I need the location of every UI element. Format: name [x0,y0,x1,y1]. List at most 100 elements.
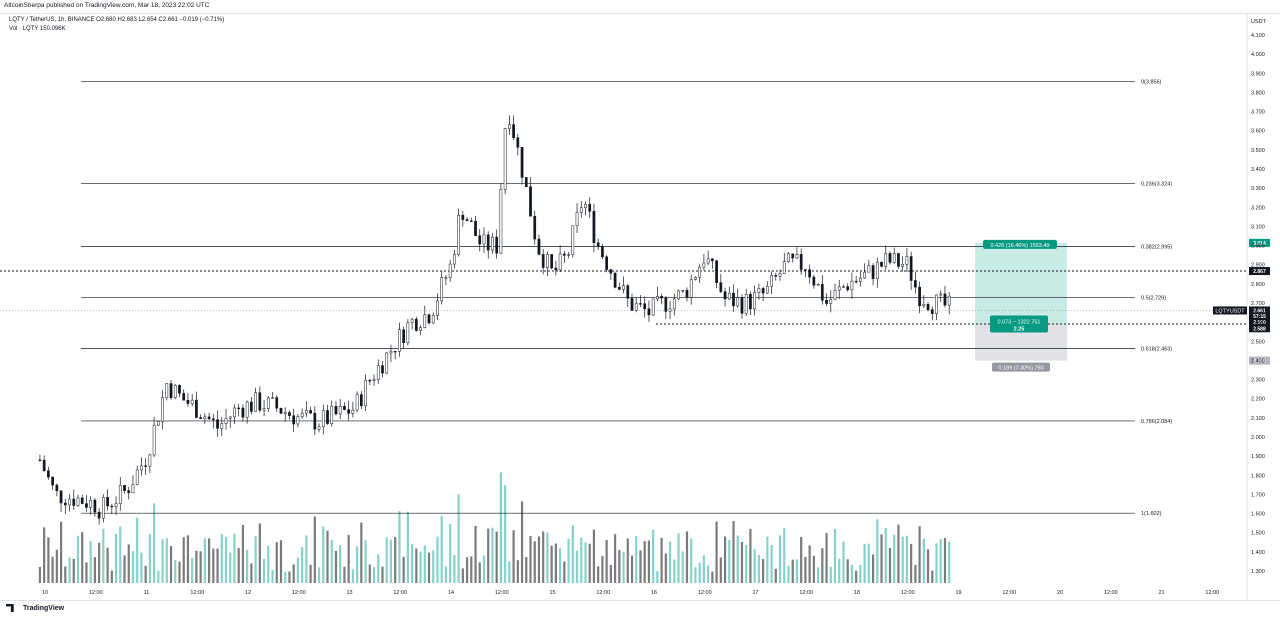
volume-bar [656,571,659,583]
volume-bar [567,538,570,583]
candle-body [935,294,938,314]
candle-body [436,300,439,316]
candle-body [833,289,837,300]
price-axis-badge-label: 2.399 [1253,359,1266,365]
candle-body [309,410,312,414]
candle-body [423,314,427,328]
price-axis-badge-label: 57:15 [1253,314,1266,320]
candle-body [59,490,63,504]
x-tick-label: 10 [42,590,48,596]
x-tick-label: 12:00 [698,590,712,596]
candle-body [89,499,93,508]
volume-bar [258,523,261,583]
candle-body [262,408,266,411]
stop-badge-label: 0.189 (7.30%) 750 [998,366,1043,372]
candle-body [770,275,773,287]
candle-body [846,286,850,291]
candle-body [740,297,744,314]
tradingview-logo[interactable]: TradingView [6,604,64,612]
volume-bar [677,533,680,583]
volume-bar [174,560,177,583]
volume-bar [457,494,460,583]
candle-body [694,277,697,280]
volume-bar [893,534,896,583]
y-tick-label: 3.700 [1251,110,1265,116]
volume-bar [474,525,477,583]
y-tick-label: 2.800 [1251,282,1265,288]
candle-body [837,286,841,291]
volume-bar [47,537,50,583]
candle-body [592,211,596,244]
volume-bar [491,527,494,583]
x-tick-label: 12:00 [1002,590,1016,596]
y-tick-label: 3.400 [1251,167,1265,173]
y-tick-label: 4.100 [1251,33,1265,39]
fib-label: 0.618(2.463) [1141,346,1172,352]
volume-bar [279,540,283,583]
fib-retracement[interactable]: 0(3.856) 0.236(3.324) 0.382(2.995) 0.5(2.72… [81,80,1172,517]
candle-body [550,254,554,269]
y-tick-label: 3.000 [1251,244,1265,250]
y-tick-label: 1.700 [1251,492,1265,498]
price-axis-badge-label: 2.661 [1253,308,1266,314]
candle-body [300,412,304,417]
x-tick-label: 14 [448,590,454,596]
y-tick-label: 3.100 [1251,224,1265,230]
volume-bar [127,544,130,583]
y-tick-label: 3.500 [1251,148,1265,154]
candle-body [554,267,558,271]
volume-bar [546,532,549,583]
volume-bar [381,566,384,583]
candle-body [127,490,131,494]
volume-bar [271,570,274,583]
volume-bar [385,537,388,583]
x-tick-label: 20 [1057,590,1063,596]
volume-bar [888,547,892,583]
volume-bar [453,555,456,583]
volume-bar [93,557,97,583]
volume-bar [64,566,67,583]
candle-body [765,286,769,294]
volume-bar [719,557,722,583]
volume-bar [884,527,887,583]
candle-body [643,303,647,310]
candle-body [660,296,663,299]
target-zone[interactable] [975,242,1067,325]
volume-bar [89,541,92,583]
price-axis-badge-label: 3.014 [1253,241,1266,247]
candle-body [376,365,380,380]
time-axis[interactable]: 10 12:00 11 12:00 12 12:00 13 12:00 14 12:00 15 12:… [42,590,1219,596]
volume-bar [461,568,464,583]
candle-body [609,269,613,274]
candle-body [275,397,279,409]
price-axis-badge [1249,306,1270,315]
candle-body [558,253,562,271]
candle-body [474,221,477,236]
volume-bar [81,532,84,583]
x-tick-label: 12:00 [292,590,306,596]
candle-body [330,406,334,424]
volume-bar [220,533,223,583]
volume-bar [195,550,198,583]
volume-bar [233,533,236,583]
candle-body [736,297,740,307]
candle-body [321,410,325,428]
candle-body [97,511,101,519]
volume-bar [770,545,773,583]
candle-body [562,253,566,256]
candle-body [123,485,126,491]
volume-bar [685,531,689,583]
x-tick-label: 12:00 [1205,590,1219,596]
horizontal-lines[interactable] [0,270,1247,325]
price-axis-badge-label: 2.588 [1253,326,1266,332]
position-tool[interactable] [975,242,1067,361]
volume-bar [694,567,697,583]
candle-body [156,421,160,426]
volume-bar [398,511,401,583]
axis-currency-label: USDT [1251,19,1267,25]
candle-body [224,418,228,424]
price-axis-badge-label: 2.590 [1253,320,1266,326]
volume-bar [372,567,376,583]
volume-bar [267,545,270,583]
